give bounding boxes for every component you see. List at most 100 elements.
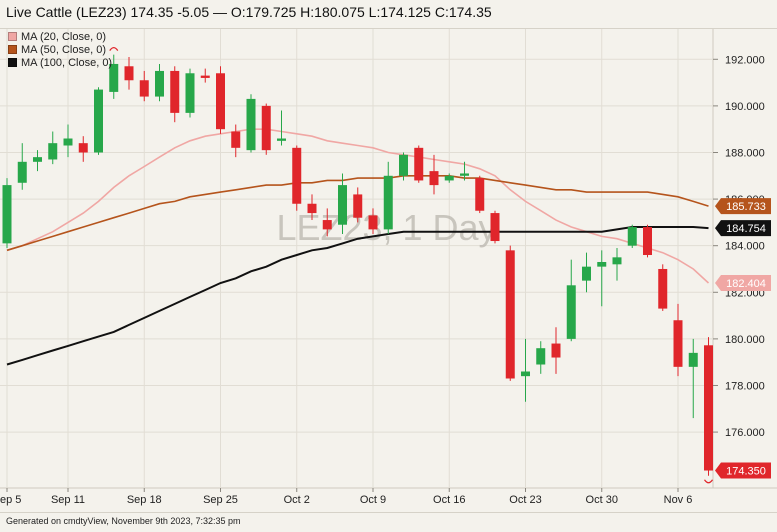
candle[interactable] [292, 145, 302, 211]
candle[interactable] [338, 173, 347, 235]
y-tick-label: 180.000 [725, 334, 765, 346]
candle[interactable] [170, 66, 180, 123]
x-tick-label: Oct 30 [586, 494, 618, 506]
candle-body [505, 250, 515, 379]
candle[interactable] [643, 224, 652, 258]
candle-body [490, 213, 500, 242]
candle[interactable] [399, 152, 408, 181]
candle[interactable] [460, 161, 469, 181]
candle[interactable] [688, 338, 698, 419]
candle-body [94, 89, 103, 153]
candle[interactable] [63, 124, 73, 158]
ma20-price-tag-bg [715, 274, 771, 291]
ma50-price-tag-bg [715, 198, 771, 215]
x-tick-label: Oct 16 [433, 494, 465, 506]
candle[interactable] [704, 337, 713, 476]
candle[interactable] [414, 145, 424, 183]
ma100-price-tag-text: 184.754 [726, 223, 766, 235]
candle[interactable] [658, 264, 668, 311]
candle[interactable] [78, 136, 88, 162]
candle[interactable] [216, 66, 225, 134]
candle[interactable] [353, 187, 363, 223]
ma20-price-tag[interactable]: 182.404 [715, 274, 771, 291]
ma50-price-tag-text: 185.733 [726, 201, 766, 213]
candle[interactable] [48, 131, 58, 165]
ma50-price-tag[interactable]: 185.733 [715, 198, 771, 215]
candle-body [444, 175, 454, 181]
chart-footer: Generated on cmdtyView, November 9th 202… [0, 512, 777, 532]
candle[interactable] [673, 303, 683, 377]
candle[interactable] [521, 338, 530, 402]
candle-body [231, 131, 241, 148]
x-tick-label: Sep 18 [127, 494, 162, 506]
candle[interactable] [261, 103, 271, 155]
candle[interactable] [2, 178, 12, 249]
y-tick-label: 192.000 [725, 54, 765, 66]
candle[interactable] [17, 143, 27, 190]
ma100-label: MA (100, Close, 0) [21, 56, 113, 69]
candle-body [383, 175, 393, 230]
y-tick-label: 190.000 [725, 101, 765, 113]
candle-body [307, 203, 317, 214]
last-price-tag[interactable]: 174.350 [715, 462, 771, 479]
candle[interactable] [277, 110, 286, 146]
candle[interactable] [490, 210, 500, 244]
candle[interactable] [536, 341, 546, 374]
candle[interactable] [566, 259, 576, 342]
y-tick-label: 176.000 [725, 427, 765, 439]
candle[interactable] [444, 173, 454, 183]
candle[interactable] [185, 68, 195, 118]
y-tick-label: 184.000 [725, 241, 765, 253]
candle[interactable] [33, 150, 42, 172]
candle-body [261, 105, 271, 151]
candle-body [551, 343, 561, 358]
candle[interactable] [94, 87, 103, 155]
candle-body [399, 154, 408, 176]
low-marker [704, 479, 713, 484]
y-tick-label: 178.000 [725, 380, 765, 392]
candle-body [109, 63, 119, 92]
high-marker [109, 47, 119, 51]
candle[interactable] [429, 154, 439, 195]
candle-body [521, 371, 530, 377]
candle[interactable] [231, 124, 241, 158]
candle[interactable] [368, 208, 378, 235]
candle[interactable] [322, 208, 332, 237]
candle[interactable] [109, 54, 119, 99]
candle[interactable] [155, 63, 164, 102]
candle[interactable] [551, 327, 561, 374]
candle[interactable] [200, 68, 210, 83]
candle[interactable] [582, 252, 591, 293]
ma20-label: MA (20, Close, 0) [21, 30, 106, 43]
candle-body [17, 161, 27, 183]
instrument-title: Live Cattle (LEZ23) 174.35 -5.05 — O:179… [6, 4, 492, 20]
candle-body [139, 80, 149, 97]
candle[interactable] [505, 245, 515, 381]
legend-item-ma20[interactable]: MA (20, Close, 0) [8, 30, 112, 43]
generated-note: Generated on cmdtyView, November 9th 202… [6, 516, 241, 526]
candle[interactable] [383, 161, 393, 235]
candle-body [170, 70, 180, 113]
ma100-swatch [8, 58, 17, 67]
x-tick-label: Oct 23 [509, 494, 541, 506]
legend-item-ma100[interactable]: MA (100, Close, 0) [8, 56, 112, 69]
candle[interactable] [475, 175, 485, 214]
candle-body [658, 268, 668, 309]
candle[interactable] [597, 250, 607, 307]
candle[interactable] [612, 248, 622, 281]
ma100-price-tag[interactable]: 184.754 [715, 220, 771, 237]
x-tick-label: Oct 2 [284, 494, 310, 506]
candle[interactable] [627, 224, 637, 249]
price-axis[interactable] [713, 29, 777, 488]
candle[interactable] [307, 194, 317, 221]
ma20-price-tag-text: 182.404 [726, 278, 766, 290]
candle[interactable] [139, 70, 149, 102]
candle[interactable] [124, 56, 134, 90]
candle-body [582, 266, 591, 281]
x-tick-label: Sep 25 [203, 494, 238, 506]
legend-item-ma50[interactable]: MA (50, Close, 0) [8, 43, 112, 56]
candle-body [460, 173, 469, 176]
candle[interactable] [246, 94, 256, 153]
candle-body [338, 185, 347, 225]
